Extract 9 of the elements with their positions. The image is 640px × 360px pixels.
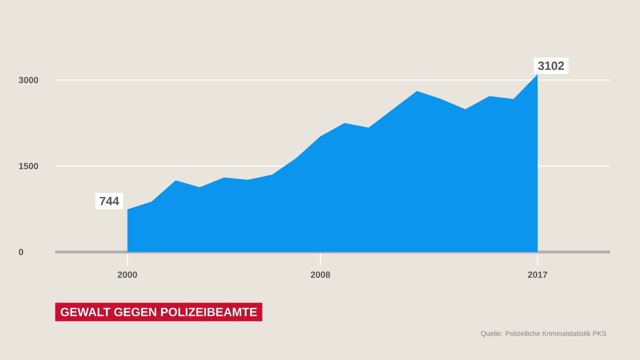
x-tick-label: 2017 [528, 272, 548, 278]
data-label: 744 [100, 196, 120, 206]
y-tick-label: 1500 [19, 162, 38, 170]
y-tick-label: 3000 [18, 76, 38, 84]
data-label: 3102 [538, 62, 564, 70]
y-tick-label: 0 [18, 248, 24, 256]
x-tick-label: 2008 [310, 272, 330, 278]
text: GEWALT GEGEN POLIZEIBEAMTE [60, 308, 257, 316]
x-tick-label: 2000 [118, 272, 138, 278]
